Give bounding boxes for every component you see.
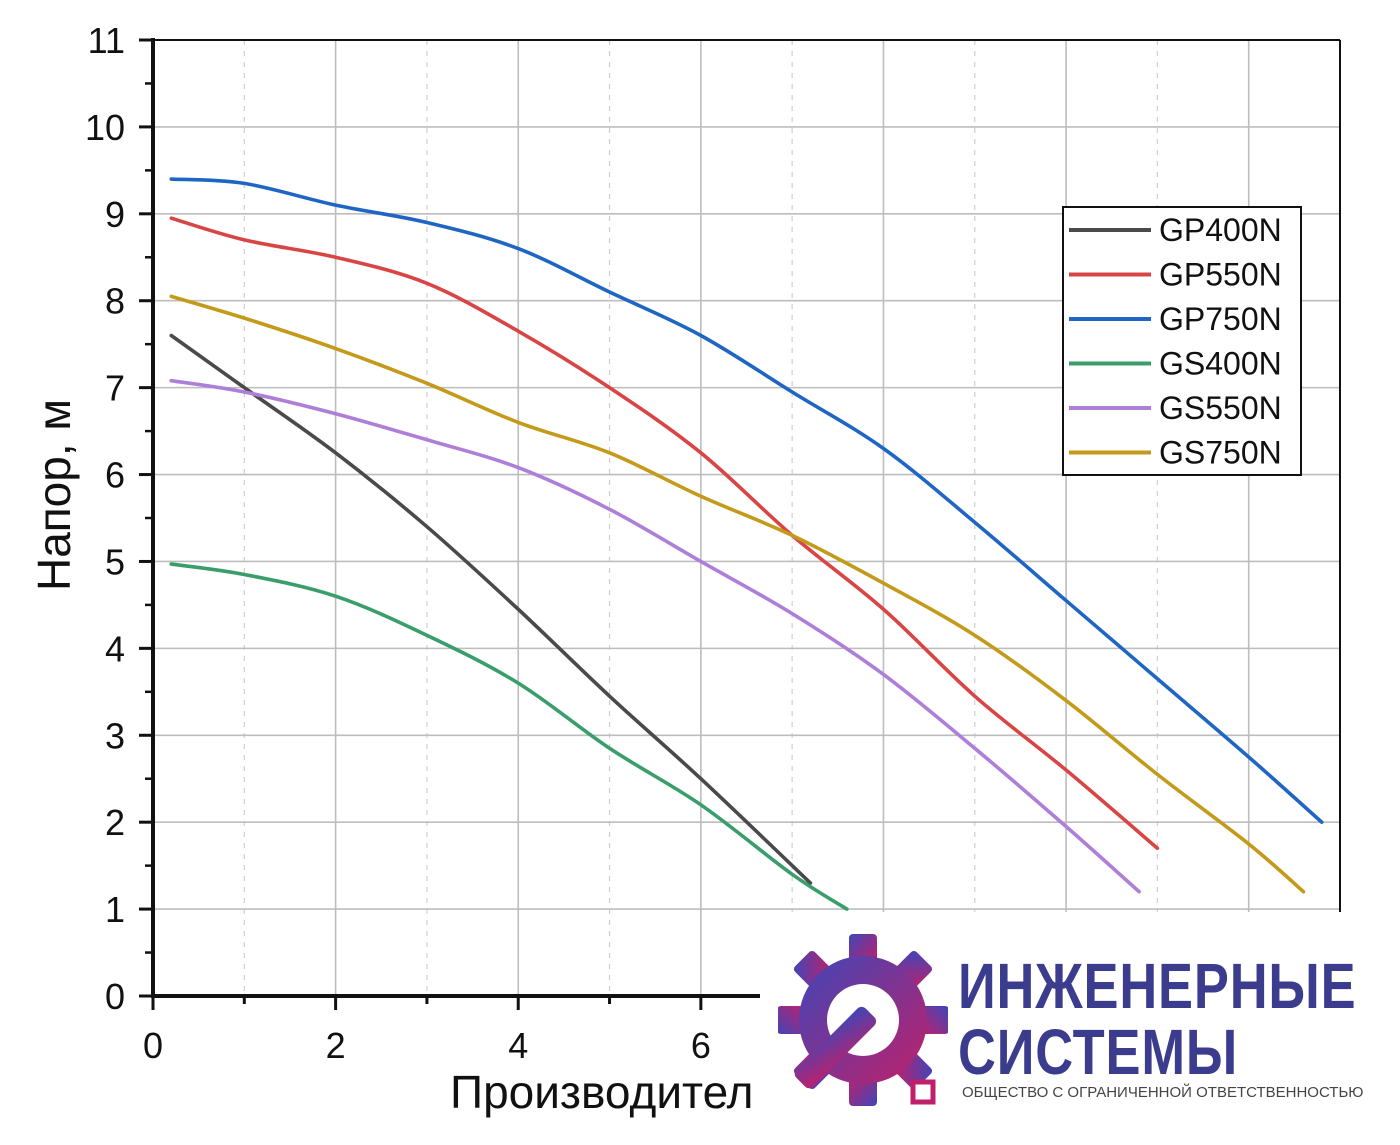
x-tick-label: 6 <box>691 1025 711 1066</box>
y-axis-title: Напор, м <box>28 399 80 591</box>
legend-box <box>1062 206 1302 476</box>
y-tick-label: 6 <box>105 455 125 496</box>
series-lines <box>169 177 1324 911</box>
legend: GP400N GP550N GP750N GS400N GS550N GS750N <box>1062 206 1302 476</box>
y-tick-label: 5 <box>105 541 125 582</box>
x-axis-title: Производител <box>450 1066 754 1118</box>
company-name-line2: СИСТЕМЫ <box>958 1016 1239 1088</box>
grid-lines <box>153 39 1341 996</box>
y-tick-label: 4 <box>105 628 125 669</box>
y-tick-label: 10 <box>85 107 125 148</box>
series-line-gp400n <box>169 333 813 885</box>
legend-label-gp400n: GP400N <box>1159 212 1282 248</box>
series-line-gp550n <box>169 216 1160 851</box>
y-tick-label: 9 <box>105 194 125 235</box>
series-line-gp750n <box>169 177 1324 824</box>
company-subtitle: ОБЩЕСТВО С ОГРАНИЧЕННОЙ ОТВЕТСТВЕННОСТЬЮ <box>962 1084 1364 1101</box>
legend-label-gs750n: GS750N <box>1159 435 1282 471</box>
y-tick-label: 2 <box>105 802 125 843</box>
y-tick-label: 3 <box>105 715 125 756</box>
legend-label-gs550n: GS550N <box>1159 390 1282 426</box>
axes <box>139 38 1342 1010</box>
company-watermark: ИНЖЕНЕРНЫЕ СИСТЕМЫ ОБЩЕСТВО С ОГРАНИЧЕНН… <box>760 912 1400 1145</box>
legend-label-gs400n: GS400N <box>1159 346 1282 382</box>
y-tick-label: 1 <box>105 889 125 930</box>
y-tick-label: 7 <box>105 368 125 409</box>
y-tick-label: 11 <box>88 20 125 61</box>
y-tick-label: 8 <box>105 281 125 322</box>
x-tick-label: 2 <box>326 1025 346 1066</box>
tick-labels: 0 1 2 3 4 5 6 7 8 9 10 11 0 2 4 6 <box>85 20 711 1066</box>
x-tick-label: 0 <box>143 1025 163 1066</box>
series-line-gs400n <box>169 562 849 911</box>
x-tick-label: 4 <box>508 1025 528 1066</box>
series-line-gs550n <box>169 378 1141 894</box>
legend-label-gp550n: GP550N <box>1159 257 1282 293</box>
series-line-gs750n <box>169 294 1306 894</box>
company-name-line1: ИНЖЕНЕРНЫЕ <box>958 950 1357 1022</box>
y-tick-label: 0 <box>105 976 125 1017</box>
legend-label-gp750n: GP750N <box>1159 301 1282 337</box>
gear-wrench-icon <box>778 934 948 1106</box>
